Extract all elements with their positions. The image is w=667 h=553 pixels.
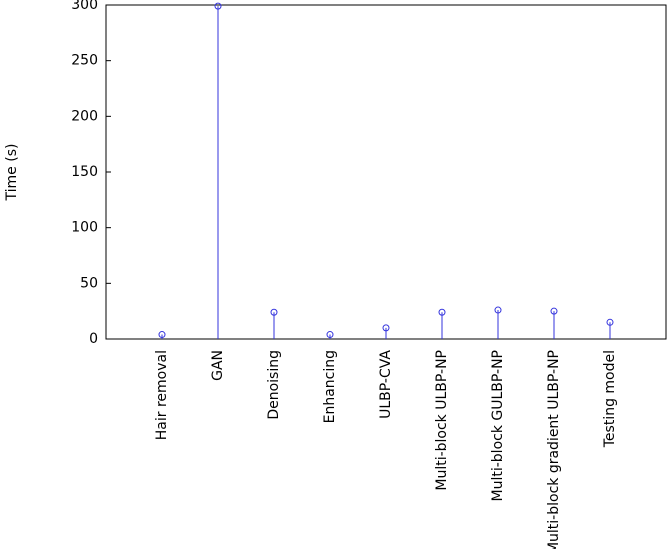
y-tick-label: 50 <box>80 275 98 291</box>
x-tick-label: ULBP-CVA <box>378 350 394 419</box>
x-tick-label: Multi-block ULBP-NP <box>434 350 450 491</box>
y-tick-label: 300 <box>71 0 98 13</box>
stem-marker <box>494 306 502 314</box>
y-tick-label: 100 <box>71 220 98 236</box>
stem-marker <box>326 331 334 339</box>
stem-marker <box>606 318 614 326</box>
x-tick-label: Multi-block gradient ULBP-NP <box>546 350 562 549</box>
x-tick-label: Testing model <box>602 350 618 448</box>
y-tick-label: 150 <box>71 164 98 180</box>
x-tick-label: Enhancing <box>322 350 338 423</box>
stem-marker <box>382 324 390 332</box>
stem-marker <box>158 331 166 339</box>
y-tick-label: 0 <box>89 331 98 347</box>
x-tick-label: Multi-block GULBP-NP <box>490 350 506 501</box>
plot-frame <box>105 4 667 340</box>
y-tick-label: 200 <box>71 108 98 124</box>
stem-marker <box>214 2 222 10</box>
y-tick-label: 250 <box>71 53 98 69</box>
x-tick-label: GAN <box>210 350 226 381</box>
x-tick-label: Hair removal <box>154 350 170 440</box>
stem-marker <box>550 307 558 315</box>
stem-marker <box>270 308 278 316</box>
stem-marker <box>438 308 446 316</box>
y-axis-label: Time (s) <box>4 144 20 202</box>
x-tick-label: Denoising <box>266 350 282 420</box>
